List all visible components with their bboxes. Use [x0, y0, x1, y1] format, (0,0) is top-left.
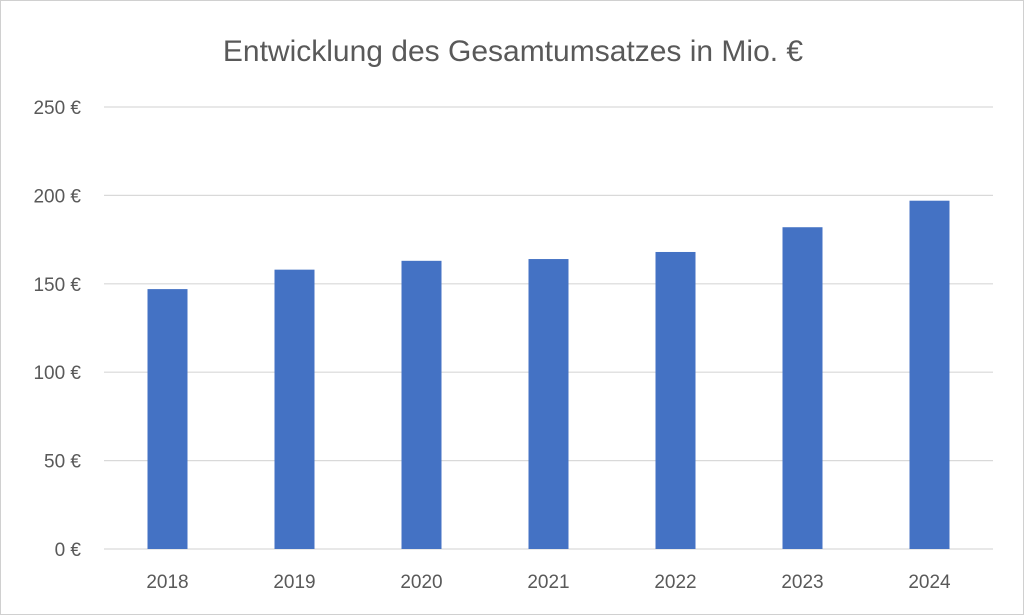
- y-tick-label: 0 €: [55, 540, 82, 561]
- x-axis-ticks: 2018 2019 2020 2021 2022 2023 2024: [146, 572, 951, 593]
- x-tick-label: 2021: [527, 572, 569, 593]
- x-tick-label: 2023: [781, 572, 823, 593]
- y-tick-label: 200 €: [33, 186, 81, 207]
- bar-2021: [529, 259, 569, 549]
- bar-2024: [910, 201, 950, 549]
- x-tick-label: 2018: [146, 572, 188, 593]
- x-tick-label: 2019: [273, 572, 315, 593]
- bar-2022: [656, 252, 696, 549]
- y-tick-label: 50 €: [44, 452, 81, 473]
- y-axis-ticks: 0 € 50 € 100 € 150 € 200 € 250 €: [33, 98, 81, 561]
- y-tick-label: 250 €: [33, 98, 81, 119]
- x-tick-label: 2022: [654, 572, 696, 593]
- bar-2018: [148, 289, 188, 549]
- bar-2020: [402, 261, 442, 549]
- bar-2019: [275, 270, 315, 549]
- bar-2023: [783, 227, 823, 549]
- y-tick-label: 150 €: [33, 275, 81, 296]
- bars: [148, 201, 950, 549]
- x-tick-label: 2024: [908, 572, 951, 593]
- x-tick-label: 2020: [400, 572, 442, 593]
- chart-title: Entwicklung des Gesamtumsatzes in Mio. €: [223, 35, 804, 68]
- y-tick-label: 100 €: [33, 363, 81, 384]
